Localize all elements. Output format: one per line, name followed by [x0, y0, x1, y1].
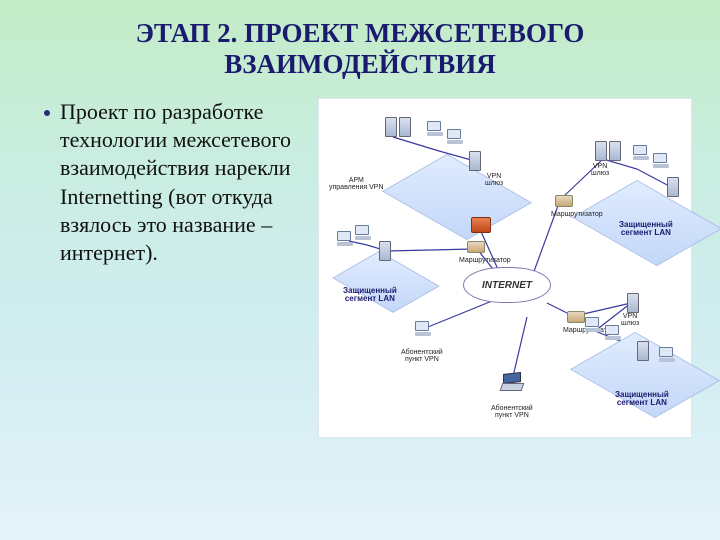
- segment-label: Защищенныйсегмент LAN: [619, 221, 673, 238]
- bullet-item: Проект по разработке технологии межсетев…: [44, 98, 304, 267]
- device-label: VPNшлюз: [485, 173, 503, 188]
- device-label: VPNшлюз: [591, 163, 609, 178]
- laptop-icon: [501, 379, 523, 393]
- computer-icon: [415, 321, 431, 337]
- slide-title: ЭТАП 2. ПРОЕКТ МЕЖСЕТЕВОГО ВЗАИМОДЕЙСТВИ…: [0, 0, 720, 80]
- computer-icon: [337, 231, 353, 247]
- title-line-2: ВЗАИМОДЕЙСТВИЯ: [0, 49, 720, 80]
- internet-cloud: INTERNET: [463, 267, 551, 303]
- server-icon: [469, 151, 481, 171]
- device-label: Абонентскийпункт VPN: [491, 405, 533, 420]
- computer-icon: [653, 153, 669, 169]
- device-label: Абонентскийпункт VPN: [401, 349, 443, 364]
- network-diagram: Защищенныйсегмент LAN Защищенныйсегмент L…: [318, 98, 692, 438]
- server-icon: [627, 293, 639, 313]
- device-label: АРМуправления VPN: [329, 177, 384, 192]
- firewall-icon: [471, 217, 491, 233]
- computer-icon: [427, 121, 443, 137]
- computer-icon: [605, 325, 621, 341]
- computer-icon: [659, 347, 675, 363]
- computer-icon: [633, 145, 649, 161]
- device-label: VPNшлюз: [621, 313, 639, 328]
- server-icon: [379, 241, 391, 261]
- slide-content: Проект по разработке технологии межсетев…: [0, 80, 720, 438]
- router-icon: [567, 311, 585, 323]
- server-icon: [399, 117, 411, 137]
- lan-segment: [382, 154, 532, 240]
- computer-icon: [355, 225, 371, 241]
- bullet-text: Проект по разработке технологии межсетев…: [60, 98, 304, 267]
- bullet-dot-icon: [44, 110, 50, 116]
- segment-label: Защищенныйсегмент LAN: [615, 391, 669, 408]
- title-line-1: ЭТАП 2. ПРОЕКТ МЕЖСЕТЕВОГО: [0, 18, 720, 49]
- computer-icon: [585, 317, 601, 333]
- server-icon: [637, 341, 649, 361]
- device-label: Маршрутизатор: [551, 211, 603, 218]
- router-icon: [467, 241, 485, 253]
- device-label: Маршрутизатор: [459, 257, 511, 264]
- segment-label: Защищенныйсегмент LAN: [343, 287, 397, 304]
- server-icon: [595, 141, 607, 161]
- bullet-column: Проект по разработке технологии межсетев…: [44, 98, 304, 438]
- server-icon: [667, 177, 679, 197]
- server-icon: [609, 141, 621, 161]
- server-icon: [385, 117, 397, 137]
- computer-icon: [447, 129, 463, 145]
- router-icon: [555, 195, 573, 207]
